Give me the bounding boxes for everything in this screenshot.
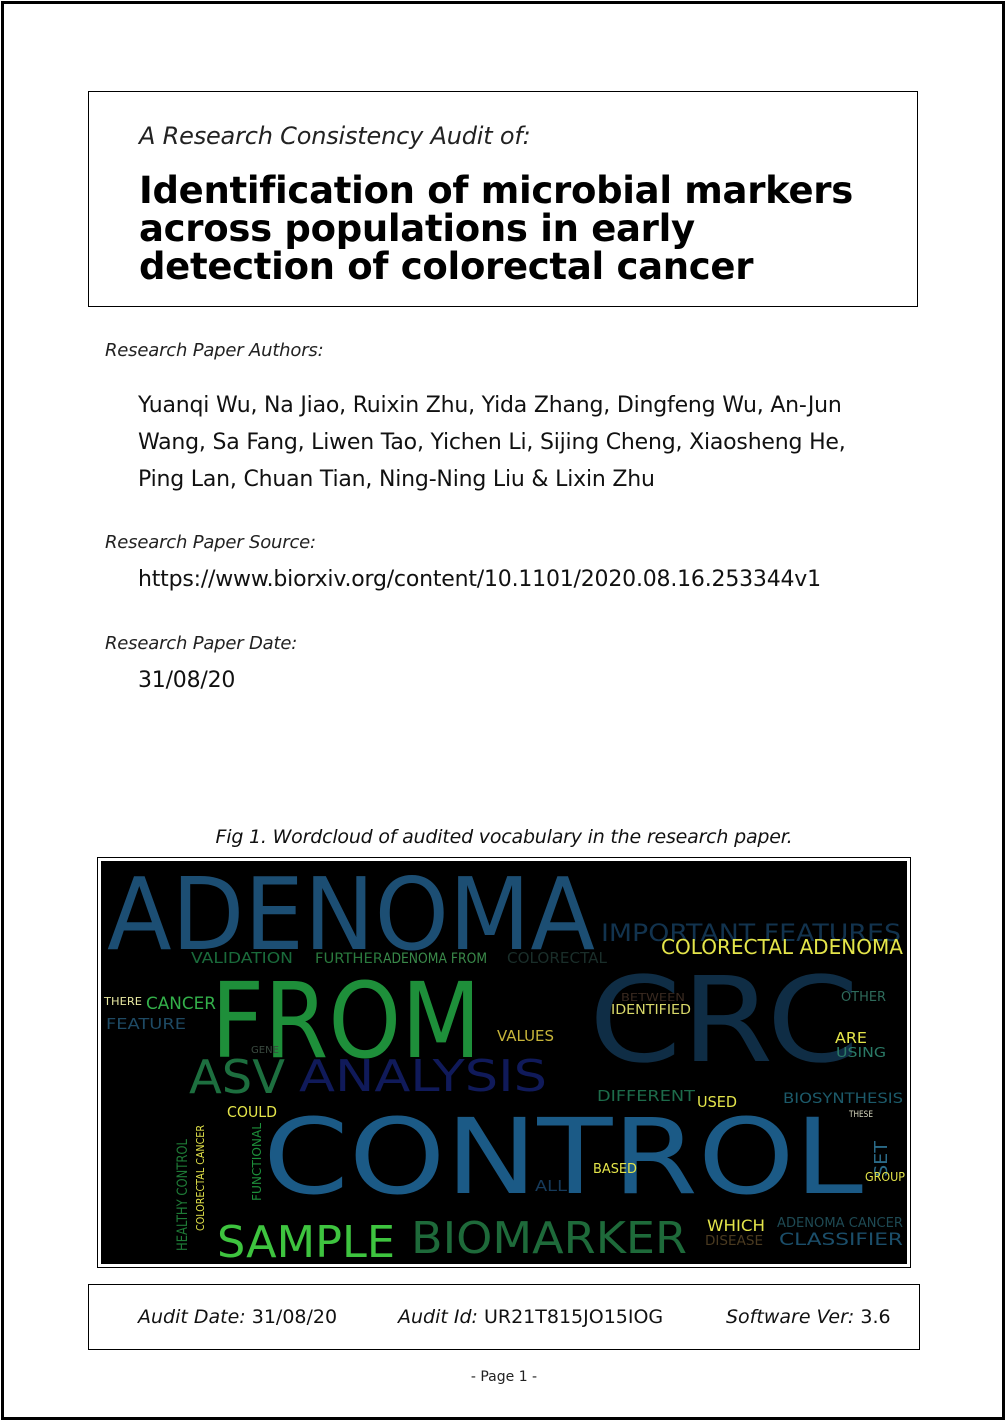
authors-line-2: Wang, Sa Fang, Liwen Tao, Yichen Li, Sij… [138,430,846,455]
word-there: THERE [103,995,142,1008]
wordcloud: ADENOMA CRC IMPORTANT FEATURES COLORECTA… [101,861,907,1264]
authors-label: Research Paper Authors: [105,340,324,361]
word-asv: ASV [189,1050,286,1104]
word-are: ARE [835,1029,867,1047]
word-set: SET [871,1140,892,1177]
source-label: Research Paper Source: [105,532,316,553]
word-based: BASED [593,1162,637,1177]
wordcloud-frame: ADENOMA CRC IMPORTANT FEATURES COLORECTA… [97,857,911,1268]
word-identified: IDENTIFIED [611,1003,691,1018]
word-which: WHICH [707,1216,765,1235]
word-gene: GENE [251,1045,279,1056]
audit-id-value: UR21T815JO15IOG [483,1306,664,1328]
word-values: VALUES [497,1027,554,1045]
audit-date: Audit Date: 31/08/20 [138,1306,337,1328]
word-crc: CRC [589,951,859,1089]
word-functional: FUNCTIONAL [250,1123,264,1201]
audit-id-label: Audit Id: [398,1306,478,1328]
audit-date-value: 31/08/20 [251,1306,338,1328]
word-colorectal-adenoma: COLORECTAL ADENOMA [661,935,903,959]
title-box: A Research Consistency Audit of: Identif… [88,91,918,307]
word-using: USING [836,1046,886,1061]
word-biosynthesis: BIOSYNTHESIS [783,1091,903,1107]
word-from: FROM [211,960,481,1082]
source-url: https://www.biorxiv.org/content/10.1101/… [138,567,821,592]
software-version-label: Software Ver: [726,1306,855,1328]
word-all: ALL [535,1177,568,1195]
authors-line-1: Yuanqi Wu, Na Jiao, Ruixin Zhu, Yida Zha… [138,393,842,418]
page-number: - Page 1 - [470,1369,538,1385]
word-adenoma-from: ADENOMA FROM [383,951,487,967]
wordcloud-svg: ADENOMA CRC IMPORTANT FEATURES COLORECTA… [103,861,905,1263]
word-important-features: IMPORTANT FEATURES [601,919,901,947]
audit-of-heading: A Research Consistency Audit of: [139,122,531,150]
word-colorectal: COLORECTAL [507,949,608,967]
word-biomarker: BIOMARKER [411,1213,687,1263]
word-these: THESE [848,1110,873,1120]
word-used: USED [697,1093,737,1111]
date-label: Research Paper Date: [105,633,298,654]
software-version: Software Ver: 3.6 [726,1306,891,1328]
word-disease: DISEASE [705,1234,763,1249]
word-group: GROUP [865,1170,905,1184]
paper-title: Identification of microbial markers acro… [139,169,853,288]
authors-line-3: Ping Lan, Chuan Tian, Ning-Ning Liu & Li… [138,467,655,492]
word-feature: FEATURE [106,1015,186,1033]
audit-footer: Audit Date: 31/08/20 Audit Id: UR21T815J… [88,1284,920,1350]
word-colorectal-cancer: COLORECTAL CANCER [194,1125,207,1231]
word-further: FURTHER [315,951,383,967]
word-sample: SAMPLE [217,1217,395,1263]
word-different: DIFFERENT [597,1087,696,1105]
word-validation: VALIDATION [191,949,293,967]
figure-caption: Fig 1. Wordcloud of audited vocabulary i… [215,826,793,848]
word-analysis: ANALYSIS [299,1051,547,1102]
word-classifier: CLASSIFIER [779,1230,903,1250]
word-cancer: CANCER [146,994,216,1014]
paper-date: 31/08/20 [138,668,236,693]
word-other: OTHER [841,990,886,1005]
software-version-value: 3.6 [860,1306,891,1328]
word-adenoma: ADENOMA [107,861,595,973]
audit-id: Audit Id: UR21T815JO15IOG [398,1306,663,1328]
word-healthy-control: HEALTHY CONTROL [175,1139,191,1251]
word-control: CONTROL [263,1096,863,1218]
word-adenoma-cancer: ADENOMA CANCER [777,1216,903,1231]
word-could: COULD [227,1103,277,1121]
word-between: BETWEEN [621,991,685,1004]
audit-date-label: Audit Date: [138,1306,246,1328]
